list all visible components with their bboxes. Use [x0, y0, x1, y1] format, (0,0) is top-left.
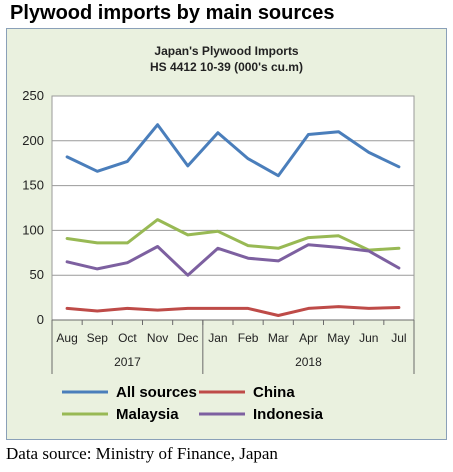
- y-tick-label: 100: [22, 222, 44, 237]
- series-line-malaysia: [65, 218, 401, 252]
- chart-subtitle: HS 4412 10-39 (000's cu.m): [150, 60, 303, 74]
- legend-label-china: China: [253, 384, 295, 401]
- legend-label-all-sources: All sources: [116, 384, 197, 401]
- series-line-indonesia: [65, 243, 401, 277]
- y-tick-label: 0: [37, 312, 44, 327]
- x-tick-label: Nov: [147, 331, 168, 345]
- page-heading: Plywood imports by main sources: [10, 2, 335, 24]
- legend-label-indonesia: Indonesia: [253, 406, 324, 423]
- y-tick-label: 50: [30, 267, 44, 282]
- x-tick-label: Oct: [118, 331, 137, 345]
- series-line-all-sources: [65, 123, 401, 178]
- plot-area: [51, 95, 415, 321]
- x-tick-label: Jan: [208, 331, 227, 345]
- series-line-china: [65, 305, 401, 317]
- year-label: 2017: [114, 355, 141, 369]
- x-tick-label: Sep: [87, 331, 109, 345]
- x-tick-label: Apr: [299, 331, 318, 345]
- x-tick-label: Aug: [56, 331, 77, 345]
- y-tick-label: 250: [22, 88, 44, 103]
- x-tick-label: Feb: [238, 331, 259, 345]
- y-tick-label: 150: [22, 178, 44, 193]
- x-tick-label: Jul: [391, 331, 406, 345]
- y-tick-label: 200: [22, 133, 44, 148]
- data-source-note: Data source: Ministry of Finance, Japan: [6, 444, 278, 463]
- legend-label-malaysia: Malaysia: [116, 406, 179, 423]
- x-tick-label: Jun: [359, 331, 378, 345]
- x-tick-label: Mar: [268, 331, 289, 345]
- x-tick-label: May: [327, 331, 350, 345]
- year-label: 2018: [295, 355, 322, 369]
- chart-title: Japan's Plywood Imports: [154, 44, 299, 58]
- x-tick-label: Dec: [177, 331, 198, 345]
